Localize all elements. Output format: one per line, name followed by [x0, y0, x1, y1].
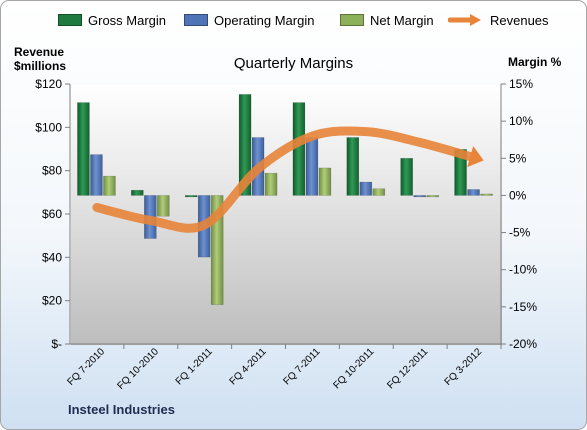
- category-label: FQ 7-2011: [282, 346, 323, 387]
- gross-margin-bar: [292, 102, 306, 196]
- operating-margin-bar: [90, 154, 103, 196]
- gross-margin-bar: [238, 94, 252, 196]
- right-tick-label: -20%: [509, 337, 537, 351]
- right-tick-label: 15%: [509, 77, 533, 91]
- operating-margin-bar: [305, 137, 319, 196]
- gross-margin-bar: [131, 189, 144, 196]
- category-label: FQ 7-2010: [65, 346, 107, 388]
- right-tick-label: 5%: [509, 151, 527, 165]
- legend-item-revenues: Revenues: [448, 10, 549, 30]
- right-tick-label: -10%: [509, 263, 537, 277]
- left-tick-label: $-: [51, 337, 62, 351]
- left-tick-label: $120: [35, 77, 62, 91]
- net-margin-bar: [372, 188, 386, 196]
- revenues-arrow-icon: [448, 14, 481, 26]
- company-name: Insteel Industries: [68, 402, 175, 417]
- legend-item-gross-margin: Gross Margin: [58, 10, 166, 30]
- gross-margin-bar: [400, 158, 413, 196]
- net-margin-bar: [480, 193, 493, 196]
- operating-margin-bar: [359, 181, 373, 196]
- left-tick-label: $40: [42, 250, 62, 264]
- gross-margin-bar: [184, 195, 198, 198]
- right-axis-title: Margin %: [508, 55, 562, 69]
- legend: Gross Margin Operating Margin Net Margin…: [0, 10, 587, 30]
- net-margin-bar: [264, 172, 278, 196]
- left-tick-label: $20: [42, 294, 62, 308]
- right-tick-label: -5%: [509, 226, 531, 240]
- category-label: FQ 4-2011: [228, 346, 269, 387]
- left-axis-title-line1: Revenue: [14, 45, 65, 59]
- legend-label: Gross Margin: [88, 12, 167, 28]
- category-label: FQ 1-2011: [174, 346, 215, 387]
- operating-margin-bar: [467, 189, 480, 196]
- category-label: FQ 12-2011: [385, 346, 430, 391]
- operating-margin-bar: [413, 195, 426, 198]
- revenues-arrowhead: [467, 145, 484, 168]
- net-margin-bar: [318, 167, 332, 196]
- gross-margin-bar: [77, 102, 90, 196]
- net-margin-bar: [157, 195, 170, 217]
- net-margin-swatch: [340, 14, 364, 26]
- left-tick-label: $100: [35, 120, 62, 134]
- category-label: FQ 10-2011: [331, 346, 376, 391]
- legend-item-net-margin: Net Margin: [340, 10, 434, 30]
- right-tick-label: -15%: [509, 300, 537, 314]
- legend-item-operating-margin: Operating Margin: [184, 10, 314, 30]
- net-margin-bar: [103, 175, 116, 196]
- category-label: FQ 3-2012: [443, 346, 485, 388]
- right-tick-label: 0%: [509, 188, 527, 202]
- net-margin-bar: [426, 195, 439, 198]
- gross-margin-swatch: [58, 14, 82, 26]
- revenues-line: [92, 126, 479, 233]
- gross-margin-bar: [346, 137, 360, 196]
- legend-label: Net Margin: [370, 12, 434, 28]
- left-axis-title-line2: $millions: [14, 59, 67, 73]
- left-tick-label: $80: [42, 164, 62, 178]
- left-axis-title: Revenue $millions: [14, 45, 66, 73]
- legend-label: Operating Margin: [214, 12, 315, 28]
- legend-label: Revenues: [490, 12, 549, 28]
- left-tick-label: $60: [42, 207, 62, 221]
- category-label: FQ 10-2010: [115, 346, 161, 392]
- operating-margin-swatch: [184, 14, 208, 26]
- right-tick-label: 10%: [509, 114, 533, 128]
- chart-title: Quarterly Margins: [233, 55, 354, 72]
